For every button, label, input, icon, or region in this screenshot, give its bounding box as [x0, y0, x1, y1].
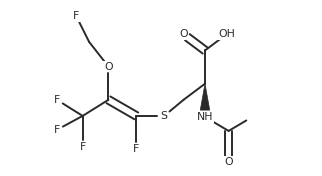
Text: F: F: [73, 11, 79, 21]
Polygon shape: [200, 84, 210, 110]
Text: O: O: [179, 29, 188, 39]
Text: NH: NH: [197, 112, 213, 122]
Text: F: F: [54, 125, 60, 135]
Text: F: F: [80, 142, 86, 152]
Text: O: O: [224, 157, 233, 167]
Text: F: F: [133, 144, 139, 154]
Text: O: O: [104, 62, 113, 71]
Text: S: S: [161, 111, 168, 121]
Text: F: F: [54, 95, 60, 105]
Text: OH: OH: [218, 29, 235, 39]
